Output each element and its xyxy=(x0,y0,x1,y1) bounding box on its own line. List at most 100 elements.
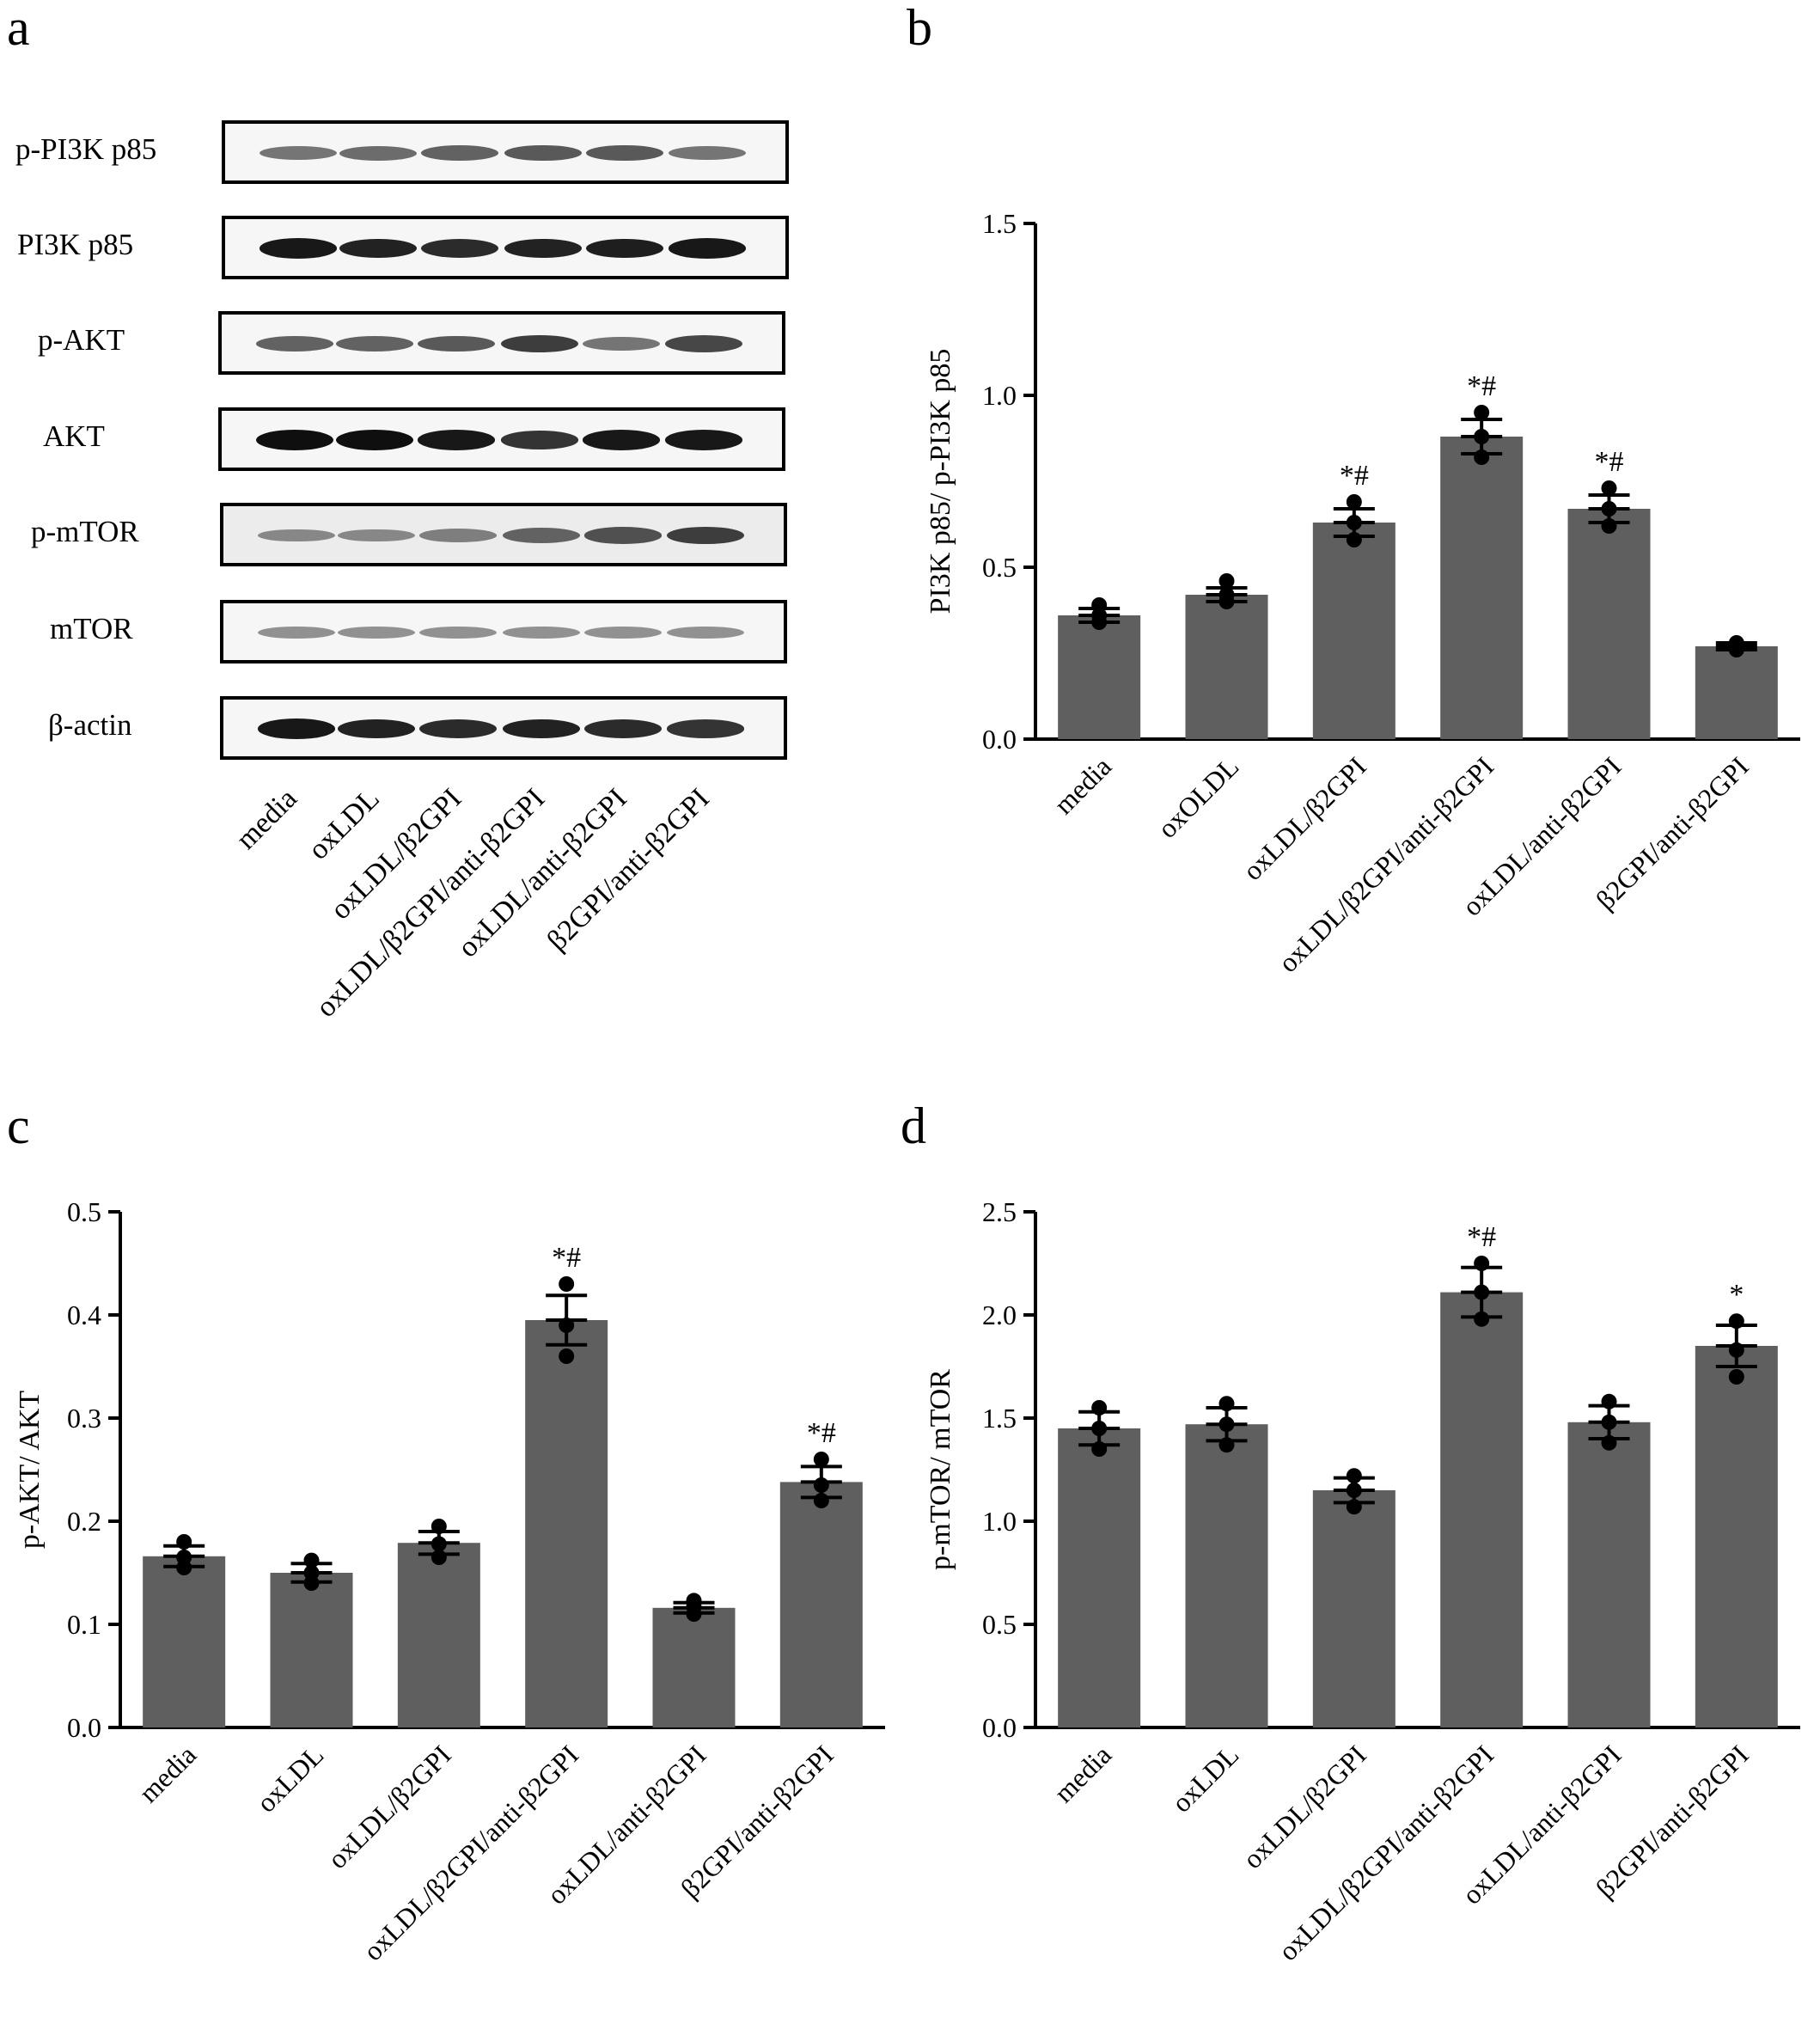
bar xyxy=(1567,509,1651,739)
y-tick-label: 1.0 xyxy=(982,1506,1017,1537)
blot-band xyxy=(418,430,495,450)
blot-band xyxy=(260,145,337,161)
y-tick-label: 0.0 xyxy=(982,1712,1017,1743)
data-point xyxy=(1728,1313,1744,1330)
blot-band xyxy=(339,145,417,161)
blot-lane-label: media xyxy=(229,782,303,856)
panel-letter-d: d xyxy=(901,1098,926,1154)
blot-band xyxy=(419,529,497,542)
blot-row-label: AKT xyxy=(43,419,105,453)
blot-strip xyxy=(220,600,787,663)
significance-marker: *# xyxy=(807,1417,836,1449)
data-point xyxy=(431,1536,447,1552)
data-point xyxy=(1601,518,1617,534)
data-point xyxy=(431,1519,447,1534)
bar xyxy=(1440,1292,1524,1727)
blot-band xyxy=(667,526,744,545)
x-tick-label: oxLDL/β2GPI/anti-β2GPI xyxy=(1272,1739,1499,1966)
bar xyxy=(1058,1428,1141,1727)
data-point xyxy=(1601,480,1617,496)
blot-band xyxy=(418,335,495,352)
bar xyxy=(1440,437,1524,739)
x-tick-label: oxOLDL xyxy=(1151,750,1244,843)
bar xyxy=(525,1320,608,1727)
blot-band xyxy=(336,336,413,352)
data-point xyxy=(1601,501,1617,517)
blot-band xyxy=(667,626,744,639)
x-tick-label: oxLDL xyxy=(250,1739,329,1818)
data-point xyxy=(813,1477,829,1493)
bar xyxy=(652,1607,736,1727)
data-point xyxy=(1346,1499,1362,1515)
data-point xyxy=(1474,449,1490,465)
blot-band xyxy=(504,238,582,259)
bar xyxy=(1312,523,1396,739)
bar xyxy=(143,1556,226,1727)
x-tick-label: oxLDL/β2GPI/anti-β2GPI xyxy=(1272,750,1499,978)
blot-row-label: PI3K p85 xyxy=(17,228,134,261)
x-tick-label: media xyxy=(1047,1739,1117,1808)
blot-band xyxy=(584,626,662,639)
blot-band xyxy=(419,719,497,738)
blot-row-label: p-PI3K p85 xyxy=(15,132,157,166)
data-point xyxy=(1474,1284,1490,1300)
blot-band xyxy=(501,431,578,449)
blot-band xyxy=(338,626,415,639)
data-point xyxy=(1474,1256,1490,1271)
bar xyxy=(1567,1422,1651,1727)
y-tick-label: 0.5 xyxy=(982,1609,1017,1640)
blot-band xyxy=(503,718,580,739)
data-point xyxy=(1728,635,1744,651)
y-tick-label: 0.3 xyxy=(67,1403,101,1434)
x-tick-label: media xyxy=(1047,750,1117,820)
blot-band xyxy=(338,718,415,739)
significance-marker: *# xyxy=(1467,370,1496,402)
bar xyxy=(1695,646,1778,739)
blot-row-label: β-actin xyxy=(48,708,132,742)
blot-band xyxy=(256,336,333,352)
blot-band xyxy=(584,719,662,738)
data-point xyxy=(1091,1421,1108,1436)
data-point xyxy=(1474,1311,1490,1327)
blot-band xyxy=(667,719,744,738)
blot-band xyxy=(503,626,580,639)
data-point xyxy=(431,1550,447,1565)
blot-band xyxy=(258,626,335,639)
y-tick-label: 1.5 xyxy=(982,1403,1017,1434)
panel-letter-a: a xyxy=(7,0,30,56)
blot-band xyxy=(339,238,417,259)
blot-row-label: mTOR xyxy=(50,612,133,645)
bar-chart-mtor: 0.0 0.5 1.0 1.5 2.0 2.5 p-mTOR/ mTOR media oxLDL… xyxy=(925,1196,1800,1966)
data-point xyxy=(1474,405,1490,420)
data-point xyxy=(1091,597,1108,613)
blot-band xyxy=(583,336,660,352)
blot-strip xyxy=(218,311,785,375)
blot-band xyxy=(501,334,578,353)
data-point xyxy=(1218,1416,1235,1433)
bar xyxy=(1185,595,1268,739)
blot-strip xyxy=(222,120,789,184)
data-point xyxy=(1601,1393,1617,1409)
data-point xyxy=(1346,1483,1362,1498)
data-point xyxy=(1346,1468,1362,1484)
bar xyxy=(397,1543,480,1727)
panel-letter-b: b xyxy=(907,0,932,56)
blot-strip xyxy=(222,216,789,279)
y-tick-label: 1.5 xyxy=(982,208,1017,239)
significance-marker: *# xyxy=(552,1242,581,1274)
y-tick-label: 1.0 xyxy=(982,380,1017,411)
bar xyxy=(779,1482,863,1727)
data-point xyxy=(559,1348,575,1364)
y-tick-label: 0.5 xyxy=(67,1196,101,1227)
y-tick-label: 0.1 xyxy=(67,1609,101,1640)
significance-marker: * xyxy=(1729,1279,1744,1311)
significance-marker: *# xyxy=(1467,1221,1496,1253)
data-point xyxy=(813,1452,829,1467)
data-point xyxy=(1601,1414,1617,1430)
y-tick-label: 0.5 xyxy=(982,552,1017,583)
blot-band xyxy=(586,238,663,259)
blot-row-label: p-AKT xyxy=(38,323,125,357)
data-point xyxy=(303,1552,320,1568)
data-point xyxy=(1218,1396,1235,1412)
